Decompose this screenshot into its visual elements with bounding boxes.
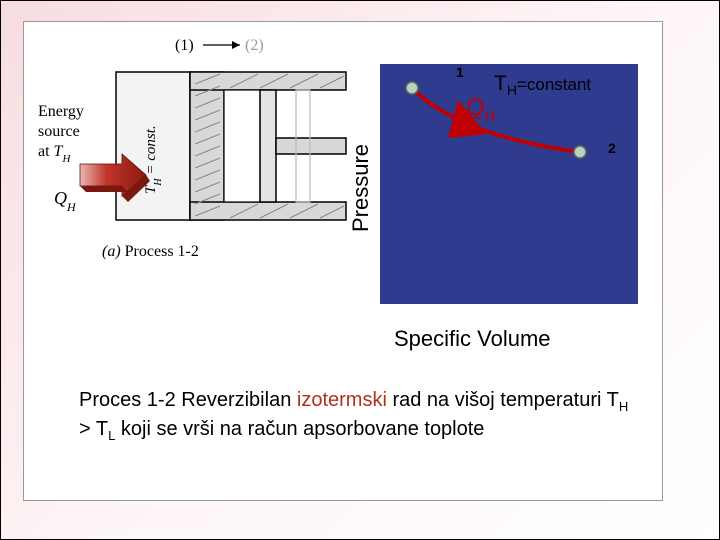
point-2-label: 2 bbox=[608, 140, 616, 156]
qh-piston-label: QH bbox=[54, 188, 77, 214]
piston-rod bbox=[276, 138, 346, 154]
pv-curve-svg bbox=[380, 64, 638, 304]
piston-diagram: (1) (2) bbox=[30, 34, 350, 294]
gas-region bbox=[224, 90, 260, 202]
pv-chart: Pressure bbox=[354, 64, 639, 304]
point-1 bbox=[406, 82, 418, 94]
energy-line1: Energy bbox=[38, 103, 84, 120]
x-axis-label: Specific Volume bbox=[394, 326, 551, 352]
cylinder-wall-b bbox=[190, 202, 346, 220]
qh-chart-label: QH bbox=[466, 94, 496, 125]
energy-line2: source bbox=[38, 123, 80, 140]
caption: (a) Process 1-2 bbox=[102, 243, 199, 260]
point-2 bbox=[574, 146, 586, 158]
step-2-label: (2) bbox=[245, 37, 264, 54]
y-axis-label: Pressure bbox=[348, 144, 374, 232]
step-arrow-head bbox=[232, 41, 240, 49]
th-constant-label: TH=constant bbox=[494, 72, 591, 98]
description-text: Proces 1-2 Reverzibilan izotermski rad n… bbox=[79, 387, 629, 444]
piston-svg: (1) (2) bbox=[30, 34, 350, 294]
step-1-label: (1) bbox=[175, 37, 194, 54]
energy-line3: at TH bbox=[38, 143, 71, 165]
content-panel: (1) (2) bbox=[23, 21, 663, 501]
piston bbox=[260, 90, 276, 202]
point-1-label: 1 bbox=[456, 64, 464, 80]
cylinder-wall-t bbox=[190, 72, 346, 90]
